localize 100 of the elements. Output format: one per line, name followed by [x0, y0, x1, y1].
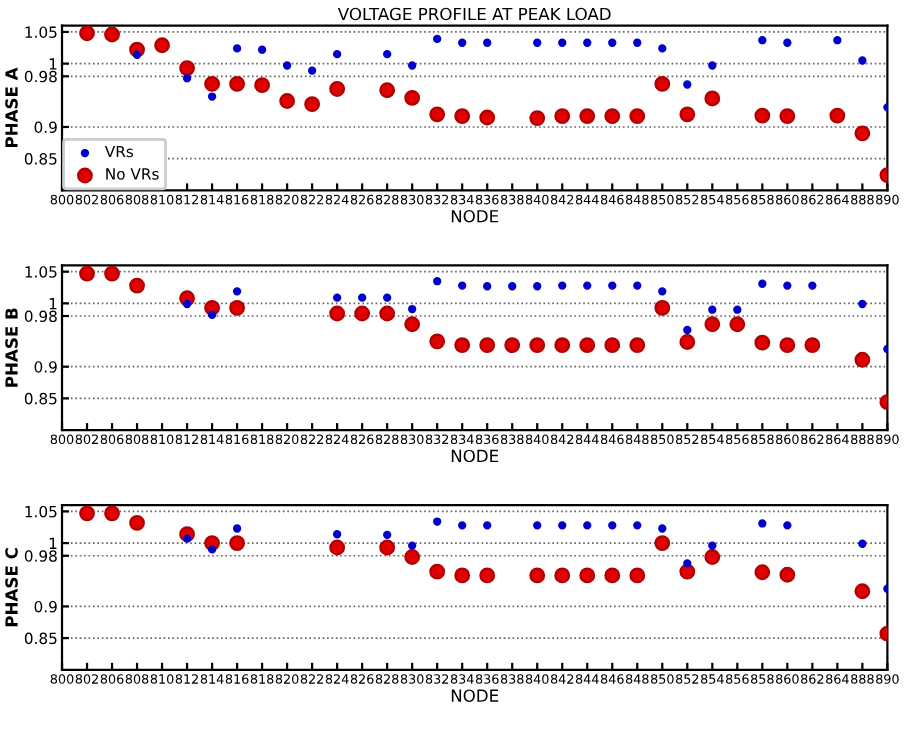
point [554, 567, 571, 584]
point [629, 337, 646, 354]
point [429, 333, 446, 350]
point [104, 265, 120, 282]
point [558, 521, 567, 530]
point [229, 299, 246, 316]
x-axis-title: NODE [451, 449, 499, 463]
point [704, 90, 721, 107]
point [279, 93, 296, 109]
point [479, 337, 496, 354]
point [604, 337, 621, 354]
point [779, 566, 796, 583]
point [408, 541, 417, 550]
point [654, 299, 671, 316]
point [854, 583, 871, 600]
point [783, 521, 792, 530]
point [783, 281, 792, 290]
point [608, 281, 617, 290]
point [854, 125, 871, 142]
point [332, 49, 342, 59]
point [708, 541, 717, 550]
point [404, 549, 421, 565]
point [704, 549, 721, 565]
point [533, 282, 542, 291]
point [207, 92, 217, 101]
point [229, 535, 246, 551]
point [683, 80, 692, 89]
point [654, 535, 671, 551]
point [579, 108, 596, 125]
point [458, 521, 467, 530]
point [379, 305, 396, 322]
point [508, 282, 517, 291]
point [808, 281, 817, 290]
x-axis-title: NODE [451, 209, 499, 223]
point [329, 81, 346, 97]
point [429, 563, 446, 580]
point [232, 524, 242, 533]
point [633, 38, 642, 47]
point [629, 108, 646, 125]
point [558, 281, 567, 290]
point [758, 519, 767, 528]
point [779, 337, 796, 354]
point [132, 50, 142, 59]
point [479, 109, 496, 126]
point [633, 281, 642, 290]
point [483, 38, 492, 47]
point [282, 61, 292, 70]
point [754, 334, 771, 351]
point [533, 521, 542, 530]
point [433, 34, 442, 44]
point [357, 293, 367, 302]
point [854, 351, 871, 368]
point [658, 287, 667, 296]
point [504, 337, 521, 354]
point [379, 539, 396, 556]
point [182, 299, 192, 309]
point [654, 75, 671, 92]
point [608, 521, 617, 530]
point [129, 514, 145, 531]
point [154, 37, 170, 54]
point [858, 299, 867, 309]
point [754, 564, 771, 581]
y-axis-title: PHASE A [5, 67, 18, 148]
point [179, 60, 195, 76]
point [408, 61, 417, 70]
point [332, 293, 342, 302]
point [558, 38, 567, 47]
point [529, 110, 546, 127]
point [79, 265, 95, 282]
point [783, 38, 792, 47]
point [608, 38, 617, 47]
point [554, 337, 571, 354]
point [604, 108, 621, 125]
point [579, 337, 596, 354]
point [458, 38, 467, 47]
point [79, 505, 95, 522]
point [232, 287, 242, 296]
point [758, 279, 767, 288]
point [433, 277, 442, 286]
point [404, 316, 421, 333]
point [257, 45, 267, 54]
point [433, 517, 442, 526]
point [332, 530, 342, 539]
point [382, 293, 392, 302]
point [104, 505, 120, 522]
point [583, 281, 592, 290]
point [533, 38, 542, 47]
point [354, 305, 371, 322]
y-axis-title: PHASE C [5, 548, 18, 627]
point [382, 49, 392, 59]
y-axis-title: PHASE B [5, 308, 18, 387]
point [429, 106, 446, 123]
point [382, 530, 392, 540]
point [182, 74, 192, 83]
point [658, 524, 667, 533]
x-axis-title: NODE [451, 689, 499, 702]
point [454, 337, 471, 354]
point [329, 539, 346, 556]
point [529, 337, 546, 354]
point [454, 567, 471, 584]
